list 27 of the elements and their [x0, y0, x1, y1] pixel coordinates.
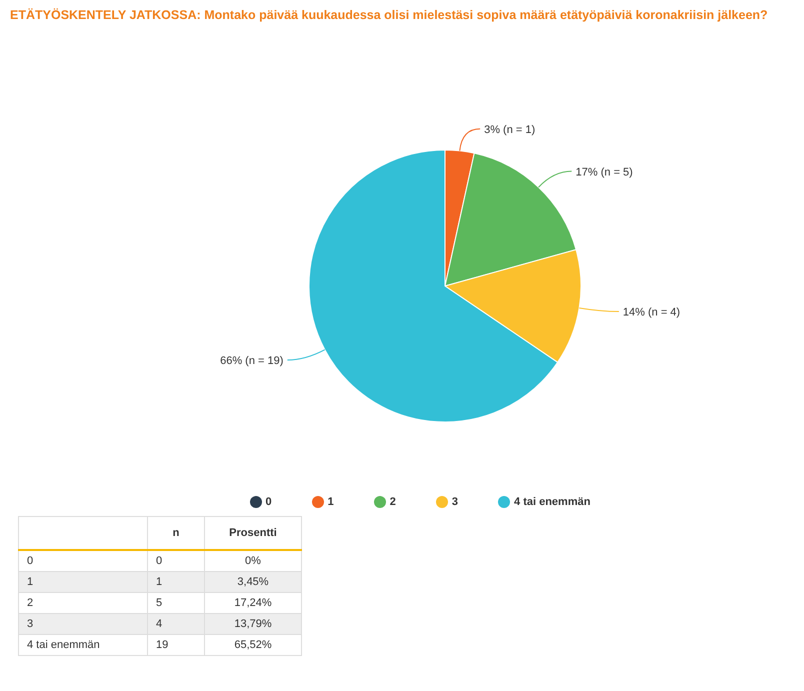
category-label: 2 — [27, 597, 34, 609]
text: 3,45% — [204, 572, 302, 592]
data-label: 3% (n = 1) — [484, 124, 536, 136]
text: 0% — [204, 550, 302, 572]
text: 4 — [148, 614, 204, 634]
text: 0 — [27, 555, 34, 567]
text: 1 — [148, 572, 204, 592]
legend-label: 0 — [266, 496, 272, 508]
text: 1 — [27, 576, 34, 588]
text: 0 — [148, 550, 204, 572]
text: Prosentti — [204, 516, 302, 550]
text: 13,79% — [204, 614, 302, 634]
legend-label: 4 tai enemmän — [514, 496, 590, 508]
data-label: 14% (n = 4) — [622, 306, 680, 319]
data-label: 17% (n = 5) — [576, 166, 633, 178]
text: 65,52% — [204, 634, 302, 656]
legend-label: 2 — [390, 496, 396, 508]
text: 5 — [148, 592, 204, 614]
legend-label: 3 — [452, 496, 458, 508]
data-label: 66% (n = 19) — [220, 355, 284, 368]
category-label: 3 — [27, 618, 34, 630]
category-label: 4 tai enemmän — [27, 639, 100, 651]
text: 17,24% — [204, 592, 302, 614]
legend-label: 1 — [328, 496, 334, 508]
text: n — [148, 516, 204, 550]
text: 19 — [148, 634, 204, 656]
chart-title: ETÄTYÖSKENTELY JATKOSSA: Montako päivää kuukaudessa olisi mielestäsi sopiva määrä etätyöpäiviä koronakriisin jälkeen? — [10, 8, 769, 22]
